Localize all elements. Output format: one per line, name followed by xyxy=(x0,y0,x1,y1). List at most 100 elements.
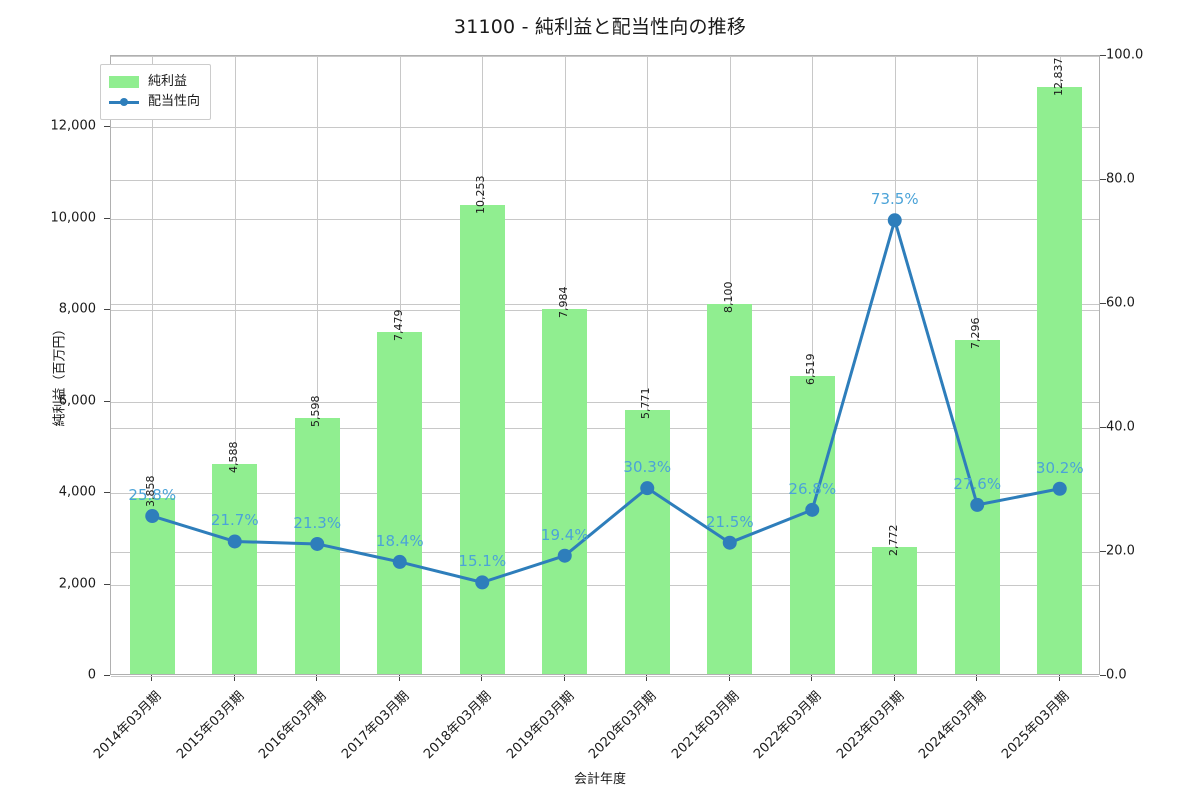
y-axis-left-tick-mark xyxy=(104,126,110,128)
y-axis-right-tick-label: 20.0 xyxy=(1106,543,1135,559)
line-marker[interactable] xyxy=(1052,481,1067,496)
gridline-horizontal xyxy=(111,401,1099,403)
x-axis-tick-mark xyxy=(233,675,235,681)
line-marker-swatch-icon xyxy=(109,96,139,108)
y-axis-left-tick-mark xyxy=(104,675,110,676)
legend-item-payout-ratio: 配当性向 xyxy=(109,92,200,112)
x-axis-tick-mark xyxy=(316,675,318,681)
x-axis-tick-mark xyxy=(893,675,895,681)
line-marker[interactable] xyxy=(640,481,655,496)
line-marker[interactable] xyxy=(227,534,242,549)
line-series-layer xyxy=(145,213,1067,590)
y-axis-left-tick-label: 8,000 xyxy=(58,301,96,317)
line-marker[interactable] xyxy=(970,497,985,512)
bar[interactable] xyxy=(212,464,258,674)
line-marker[interactable] xyxy=(475,575,490,590)
y-axis-left-tick-mark xyxy=(104,217,110,219)
y-axis-right-tick-label: 100.0 xyxy=(1106,47,1144,63)
x-axis-tick-label: 2014年03月期 xyxy=(91,688,165,763)
line-value-label: 18.4% xyxy=(375,531,424,550)
y-axis-right-tick-label: 80.0 xyxy=(1106,171,1135,187)
line-marker[interactable] xyxy=(310,536,325,551)
bar[interactable] xyxy=(1037,87,1083,674)
bar-swatch-icon xyxy=(109,76,139,88)
x-axis-tick-mark xyxy=(398,675,400,681)
y-axis-right-tick-mark xyxy=(1100,551,1106,552)
gridline-vertical xyxy=(317,56,319,674)
bar[interactable] xyxy=(377,332,423,674)
line-value-label: 15.1% xyxy=(458,552,507,571)
gridline-horizontal-secondary xyxy=(111,56,1099,57)
line-value-label: 21.7% xyxy=(210,511,259,530)
line-marker[interactable] xyxy=(392,554,407,569)
y-axis-right-tick-label: 60.0 xyxy=(1106,295,1135,311)
legend-item-net-income: 純利益 xyxy=(109,72,200,92)
x-axis-tick-mark xyxy=(563,675,565,681)
gridline-horizontal-secondary xyxy=(111,676,1099,677)
x-axis-tick-mark xyxy=(728,675,730,681)
gridline-horizontal-secondary xyxy=(111,304,1099,305)
y-axis-left-tick-label: 0 xyxy=(87,667,96,683)
line-value-label: 30.3% xyxy=(623,458,672,477)
gridline-horizontal xyxy=(111,493,1099,495)
y-axis-left-tick-mark xyxy=(104,400,110,402)
line-marker[interactable] xyxy=(557,548,572,563)
gridline-horizontal xyxy=(111,218,1099,220)
line-value-label: 30.2% xyxy=(1035,458,1084,477)
line-value-label: 27.6% xyxy=(953,474,1002,493)
y-axis-left-tick-mark xyxy=(104,309,110,311)
bar[interactable] xyxy=(542,308,588,674)
y-axis-right-tick-mark xyxy=(1100,427,1106,428)
page-title: 31100 - 純利益と配当性向の推移 xyxy=(453,16,747,38)
x-axis-tick-mark xyxy=(481,675,483,681)
y-axis-right-tick-mark xyxy=(1100,179,1106,180)
x-axis-title: 会計年度 xyxy=(573,772,626,787)
gridline-horizontal xyxy=(111,584,1099,586)
gridline-vertical xyxy=(894,56,896,674)
line-marker[interactable] xyxy=(887,213,902,228)
y-axis-left-tick-label: 12,000 xyxy=(50,118,97,134)
x-axis-tick-label: 2019年03月期 xyxy=(503,688,578,763)
legend-item-label: 配当性向 xyxy=(148,94,201,109)
y-axis-left-tick-label: 4,000 xyxy=(58,484,96,500)
line-value-label: 26.8% xyxy=(788,479,837,498)
gridline-vertical xyxy=(647,56,649,674)
x-axis-tick-label: 2025年03月期 xyxy=(998,688,1073,763)
bar[interactable] xyxy=(624,410,670,674)
gridline-vertical xyxy=(812,56,814,674)
bar[interactable] xyxy=(129,497,175,674)
bar[interactable] xyxy=(872,547,918,674)
bar[interactable] xyxy=(459,205,505,674)
line-path xyxy=(150,218,1062,584)
line-marker[interactable] xyxy=(145,509,160,524)
gridline-vertical xyxy=(152,56,154,674)
y-axis-left-tick-label: 2,000 xyxy=(58,576,96,592)
y-axis-right-tick-mark xyxy=(1100,55,1106,56)
line-marker[interactable] xyxy=(805,502,820,517)
y-axis-left-tick-mark xyxy=(104,583,110,585)
chart-legend: 純利益 配当性向 xyxy=(100,64,212,120)
line-value-label: 19.4% xyxy=(540,525,589,544)
x-axis-tick-label: 2020年03月期 xyxy=(586,688,660,763)
plot-area: 3,858 4,588 5,598 7,479 10,253 7,984 5,771 8,10… xyxy=(110,55,1100,677)
line-marker[interactable] xyxy=(722,535,737,550)
x-axis-tick-label: 2017年03月期 xyxy=(338,688,413,763)
gridline-horizontal-secondary xyxy=(111,428,1099,429)
x-axis-tick-mark xyxy=(976,675,978,681)
y-axis-right-tick-mark xyxy=(1100,675,1106,676)
y-axis-right-tick-mark xyxy=(1100,303,1106,304)
x-axis-tick-label: 2023年03月期 xyxy=(833,688,908,763)
line-value-label: 21.3% xyxy=(293,513,342,532)
x-axis-tick-mark xyxy=(151,675,153,681)
x-axis-tick-mark xyxy=(1058,675,1060,681)
line-value-label: 21.5% xyxy=(705,512,754,531)
y-axis-left-tick-label: 6,000 xyxy=(58,393,96,409)
x-axis-tick-label: 2016年03月期 xyxy=(256,688,330,763)
x-axis-tick-label: 2018年03月期 xyxy=(421,688,495,763)
gridline-horizontal-secondary xyxy=(111,552,1099,553)
y-axis-right-tick-label: 40.0 xyxy=(1106,419,1135,435)
bar[interactable] xyxy=(789,375,835,674)
bar[interactable] xyxy=(707,303,753,674)
gridline-horizontal xyxy=(111,127,1099,129)
